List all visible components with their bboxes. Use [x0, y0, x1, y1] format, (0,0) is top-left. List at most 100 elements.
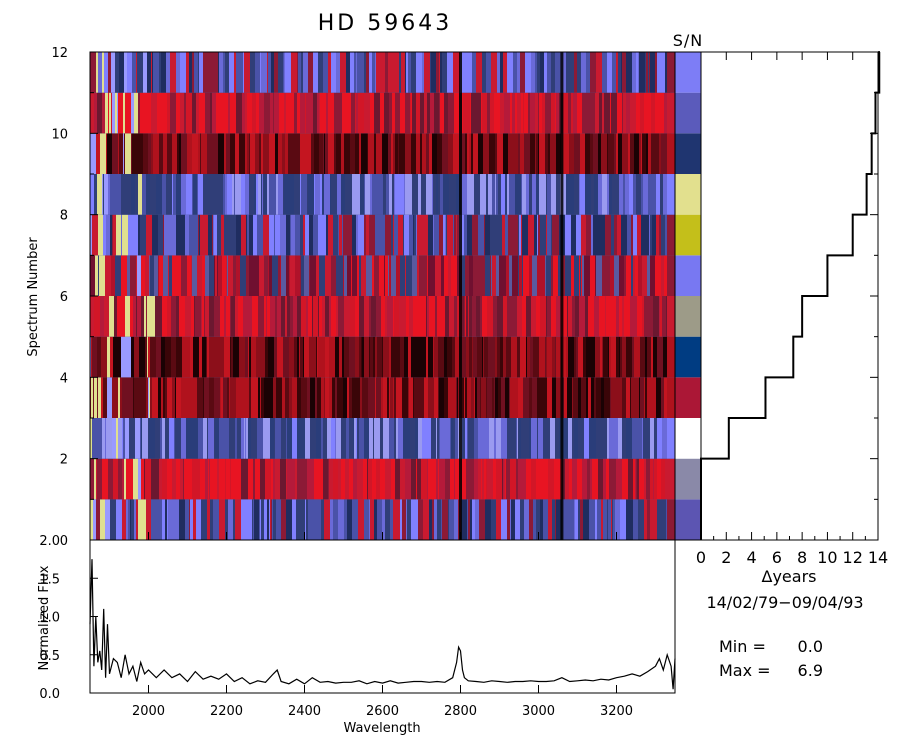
- heatmap-cell: [377, 336, 382, 378]
- heatmap-cell: [90, 458, 94, 500]
- heatmap-cell: [480, 377, 481, 418]
- heatmap-cell: [347, 377, 349, 418]
- heatmap-cell: [146, 174, 150, 215]
- heatmap-cell: [242, 377, 247, 418]
- heatmap-cell: [466, 92, 470, 134]
- heatmap-cell: [611, 92, 617, 134]
- heatmap-cell: [176, 377, 181, 418]
- heatmap-cell: [272, 174, 276, 215]
- heatmap-cell: [351, 255, 352, 296]
- heatmap-cell: [357, 174, 360, 215]
- heatmap-cell: [487, 296, 493, 337]
- heatmap-cell: [357, 52, 358, 93]
- heatmap-cell: [364, 214, 366, 256]
- heatmap-cell: [285, 174, 289, 215]
- heatmap-cell: [151, 458, 154, 500]
- heatmap-cell: [96, 458, 97, 500]
- heatmap-cell: [269, 214, 274, 256]
- heatmap-cell: [191, 336, 193, 378]
- heatmap-cell: [430, 458, 436, 500]
- heatmap-cell: [547, 296, 551, 337]
- heatmap-cell: [633, 458, 635, 500]
- heatmap-cell: [429, 133, 432, 174]
- heatmap-cell: [389, 336, 391, 378]
- heatmap-cell: [576, 214, 581, 256]
- heatmap-cell: [504, 458, 505, 500]
- heatmap-cell: [564, 377, 567, 418]
- heatmap-cell: [307, 377, 310, 418]
- heatmap-cell: [400, 255, 405, 296]
- heatmap-cell: [439, 92, 440, 134]
- heatmap-cell: [207, 499, 210, 540]
- heatmap-cell: [131, 92, 134, 134]
- heatmap-cell: [662, 418, 667, 459]
- heatmap-cell: [217, 377, 220, 418]
- heatmap-cell: [268, 336, 274, 378]
- heatmap-cell: [637, 214, 641, 256]
- heatmap-cell: [149, 377, 150, 418]
- heatmap-cell: [258, 377, 260, 418]
- heatmap-cell: [219, 336, 224, 378]
- heatmap-cell: [128, 377, 133, 418]
- heatmap-cell: [496, 458, 502, 500]
- heatmap-cell: [98, 214, 103, 256]
- heatmap-cell: [599, 296, 602, 337]
- heatmap-cell: [607, 418, 609, 459]
- heatmap-cell: [519, 377, 523, 418]
- heatmap-cell: [612, 499, 613, 540]
- heatmap-cell: [364, 92, 370, 134]
- heatmap-cell: [186, 418, 192, 459]
- heatmap-cell: [375, 458, 376, 500]
- heatmap-cell: [259, 214, 263, 256]
- heatmap-cell: [236, 255, 240, 296]
- heatmap-cell: [246, 214, 247, 256]
- heatmap-cell: [192, 174, 193, 215]
- step-x-tick-label: 12: [843, 548, 863, 567]
- heatmap-cell: [106, 133, 107, 174]
- heatmap-cell: [142, 174, 146, 215]
- heatmap-cell: [114, 296, 117, 337]
- heatmap-cell: [335, 458, 336, 500]
- heatmap-cell: [385, 296, 387, 337]
- heatmap-cell: [90, 52, 96, 93]
- heatmap-cell: [291, 52, 297, 93]
- heatmap-cell: [644, 377, 645, 418]
- heatmap-cell: [227, 377, 229, 418]
- heatmap-cell: [194, 296, 195, 337]
- heatmap-cell: [176, 336, 182, 378]
- heatmap-cell: [122, 377, 128, 418]
- heatmap-cell: [197, 174, 198, 215]
- heatmap-cell: [350, 133, 355, 174]
- heatmap-cell: [427, 458, 428, 500]
- heatmap-cell: [349, 458, 353, 500]
- heatmap-cell: [555, 52, 561, 93]
- heatmap-cell: [645, 52, 646, 93]
- heatmap-cell: [569, 458, 570, 500]
- heatmap-cell: [309, 214, 313, 256]
- heatmap-cell: [301, 174, 307, 215]
- heatmap-cell: [305, 499, 306, 540]
- heatmap-cell: [585, 133, 590, 174]
- heatmap-cell: [577, 458, 582, 500]
- heatmap-cell: [137, 52, 139, 93]
- heatmap-cell: [636, 174, 641, 215]
- heatmap-cell: [622, 458, 628, 500]
- heatmap-cell: [319, 458, 323, 500]
- heatmap-cell: [617, 214, 621, 256]
- heatmap-cell: [545, 255, 546, 296]
- heatmap-cell: [634, 133, 635, 174]
- heatmap-cell: [473, 336, 477, 378]
- heatmap-cell: [535, 52, 537, 93]
- heatmap-cell: [540, 52, 544, 93]
- heatmap-cell: [550, 418, 555, 459]
- heatmap-cell: [471, 377, 474, 418]
- heatmap-cell: [326, 214, 328, 256]
- heatmap-cell: [489, 418, 494, 459]
- flux-y-tick-label: 1.0: [39, 611, 60, 626]
- heatmap-cell: [268, 52, 271, 93]
- heatmap-cell: [198, 214, 199, 256]
- heatmap-cell: [314, 133, 319, 174]
- heatmap-cell: [623, 174, 625, 215]
- heatmap-cell: [289, 174, 290, 215]
- heatmap-cell: [294, 174, 300, 215]
